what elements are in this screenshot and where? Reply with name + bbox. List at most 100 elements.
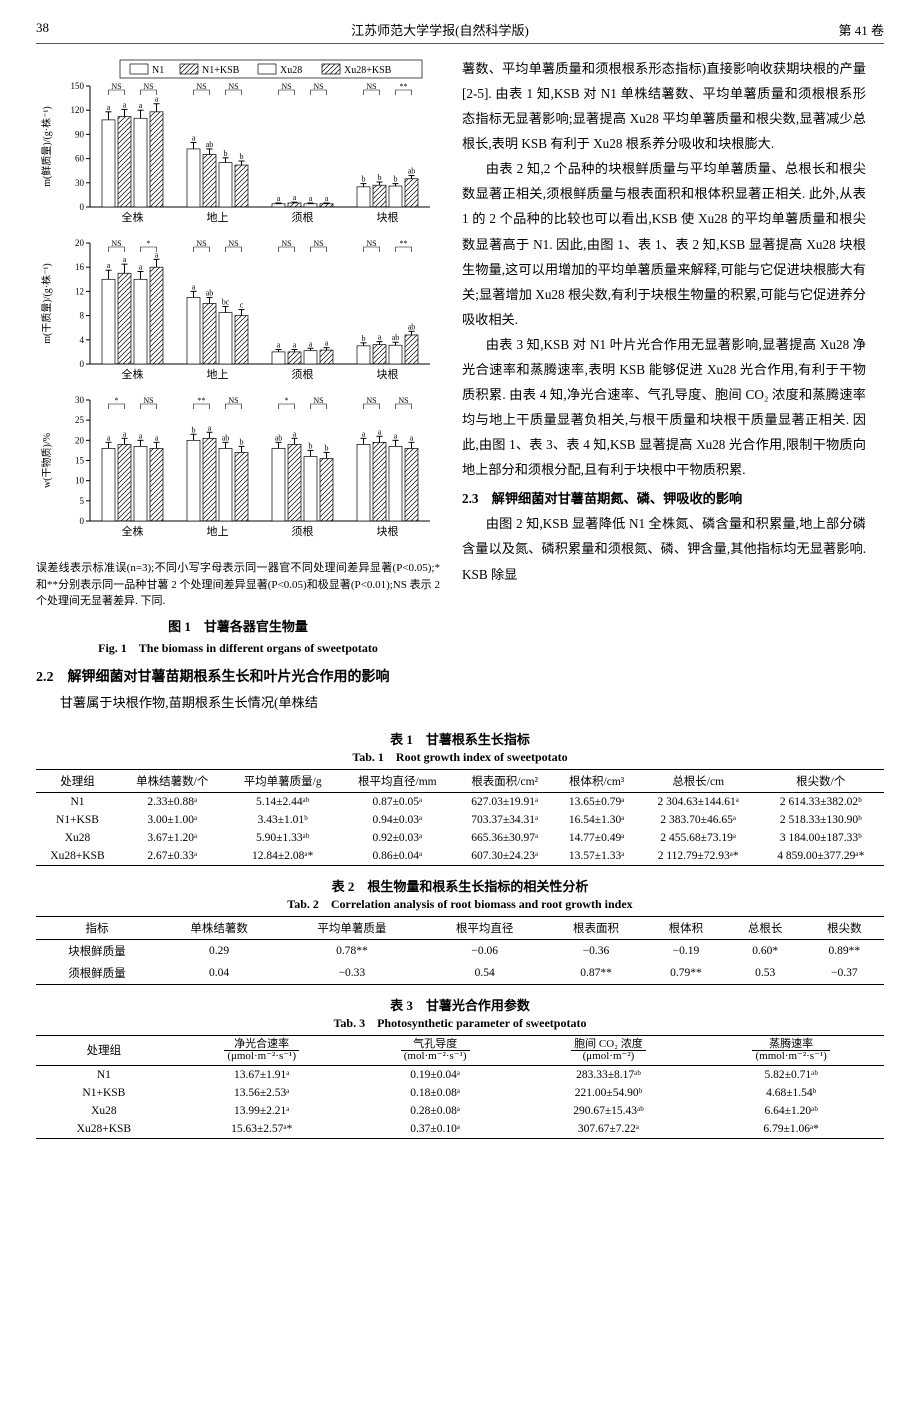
svg-text:全株: 全株	[122, 210, 144, 224]
table-cell: 2 112.79±72.93ᵃ*	[639, 847, 758, 866]
right-column: 薯数、平均单薯质量和须根根系形态指标)直接影响收获期块根的产量[2-5]. 由表…	[462, 56, 866, 715]
table-cell: −0.06	[424, 939, 546, 962]
svg-text:NS: NS	[228, 396, 238, 405]
table-1: 表 1 甘薯根系生长指标 Tab. 1 Root growth index of…	[36, 729, 884, 866]
svg-text:全株: 全株	[122, 367, 144, 381]
svg-text:a: a	[192, 282, 196, 291]
table-1-data: 处理组单株结薯数/个平均单薯质量/g根平均直径/mm根表面积/cm²根体积/cm…	[36, 769, 884, 866]
table-3-caption-cn: 表 3 甘薯光合作用参数	[36, 995, 884, 1014]
table-cell: 283.33±8.17ᵃᵇ	[519, 1065, 699, 1084]
svg-text:60: 60	[75, 154, 85, 164]
table-cell: 607.30±24.23ᵃ	[455, 847, 555, 866]
table-cell: Xu28+KSB	[36, 1120, 172, 1139]
svg-text:NS: NS	[281, 82, 291, 91]
svg-text:b: b	[240, 152, 244, 161]
table-row: N12.33±0.88ᵃ5.14±2.44ᵃᵇ0.87±0.05ᵃ627.03±…	[36, 792, 884, 811]
table-cell: 4 859.00±377.29ᵃ*	[758, 847, 884, 866]
table-header-cell: 平均单薯质量/g	[226, 769, 340, 792]
table-cell: 290.67±15.43ᵃᵇ	[519, 1102, 699, 1120]
svg-text:须根: 须根	[292, 524, 314, 538]
svg-text:须根: 须根	[292, 367, 314, 381]
table-cell: 0.78**	[280, 939, 424, 962]
table-cell: 0.86±0.04ᵃ	[340, 847, 455, 866]
svg-text:0: 0	[80, 516, 85, 526]
table-cell: 6.79±1.06ᵃ*	[698, 1120, 884, 1139]
svg-text:20: 20	[75, 435, 85, 445]
svg-text:NS: NS	[281, 239, 291, 248]
table-3: 表 3 甘薯光合作用参数 Tab. 3 Photosynthetic param…	[36, 995, 884, 1139]
svg-text:NS: NS	[196, 239, 206, 248]
table-cell: 6.64±1.20ᵃᵇ	[698, 1102, 884, 1120]
svg-text:地上: 地上	[207, 525, 229, 538]
svg-text:NS: NS	[111, 239, 121, 248]
table-cell: 4.68±1.54ᵇ	[698, 1084, 884, 1102]
table-cell: 2 518.33±130.90ᵇ	[758, 811, 884, 829]
svg-text:a: a	[378, 427, 382, 436]
table-row: Xu28+KSB2.67±0.33ᵃ12.84±2.08ᵃ*0.86±0.04ᵃ…	[36, 847, 884, 866]
table-cell: 14.77±0.49ᵃ	[554, 829, 638, 847]
svg-text:20: 20	[75, 238, 85, 248]
table-cell: 2 614.33±382.02ᵇ	[758, 792, 884, 811]
table-cell: 2 304.63±144.61ᵃ	[639, 792, 758, 811]
svg-text:N1: N1	[152, 65, 164, 76]
figure-1-caption-cn: 图 1 甘薯各器官生物量	[36, 616, 440, 635]
svg-text:10: 10	[75, 476, 85, 486]
svg-text:a: a	[293, 429, 297, 438]
figure-1-chart: N1N1+KSBXu28Xu28+KSB0306090120150m(鲜质量)/…	[36, 56, 440, 556]
svg-text:NS: NS	[366, 239, 376, 248]
svg-text:m(鲜质量)/(g·株⁻¹): m(鲜质量)/(g·株⁻¹)	[40, 106, 53, 186]
svg-text:a: a	[394, 431, 398, 440]
table-cell: N1	[36, 1065, 172, 1084]
table-header-cell: 根尖数	[805, 916, 884, 939]
table-cell: 0.87**	[546, 962, 647, 985]
table-header-cell: 指标	[36, 916, 158, 939]
table-cell: 627.03±19.91ᵃ	[455, 792, 555, 811]
svg-text:12: 12	[75, 286, 84, 296]
table-cell: 221.00±54.90ᵇ	[519, 1084, 699, 1102]
table-header-cell: 根平均直径/mm	[340, 769, 455, 792]
table-3-data: 处理组净光合速率(μmol·m⁻²·s⁻¹)气孔导度(mol·m⁻²·s⁻¹)胞…	[36, 1035, 884, 1139]
right-para-23: 由图 2 知,KSB 显著降低 N1 全株氮、磷含量和积累量,地上部分磷含量以及…	[462, 511, 866, 586]
figure-1-caption-en: Fig. 1 The biomass in different organs o…	[36, 639, 440, 656]
table-cell: 307.67±7.22ᵃ	[519, 1120, 699, 1139]
svg-text:b: b	[378, 173, 382, 182]
svg-text:块根: 块根	[377, 367, 399, 381]
svg-text:a: a	[155, 433, 159, 442]
svg-text:b: b	[362, 334, 366, 343]
svg-text:ab: ab	[408, 167, 416, 176]
table-cell: N1+KSB	[36, 1084, 172, 1102]
table-row: Xu283.67±1.20ᵃ5.90±1.33ᵃᵇ0.92±0.03ᵃ665.3…	[36, 829, 884, 847]
table-cell: 13.67±1.91ᵃ	[172, 1065, 352, 1084]
table-header-cell: 根表面积	[546, 916, 647, 939]
svg-text:w(干物质)/%: w(干物质)/%	[40, 433, 53, 488]
svg-text:N1+KSB: N1+KSB	[202, 65, 240, 76]
svg-text:b: b	[240, 437, 244, 446]
table-row: N1+KSB3.00±1.00ᵃ3.43±1.01ᵇ0.94±0.03ᵃ703.…	[36, 811, 884, 829]
figure-1-note: 误差线表示标准误(n=3);不同小写字母表示同一器官不同处理间差异显著(P<0.…	[36, 560, 440, 610]
table-cell: Xu28+KSB	[36, 847, 119, 866]
table-cell: −0.19	[646, 939, 725, 962]
svg-text:a: a	[325, 339, 329, 348]
svg-text:90: 90	[75, 129, 85, 139]
table-cell: 3.67±1.20ᵃ	[119, 829, 226, 847]
table-2-data: 指标单株结薯数平均单薯质量根平均直径根表面积根体积总根长根尖数块根鲜质量0.29…	[36, 916, 884, 985]
svg-text:块根: 块根	[377, 210, 399, 224]
table-cell: Xu28	[36, 829, 119, 847]
table-cell: 13.65±0.79ᵃ	[554, 792, 638, 811]
table-cell: 5.14±2.44ᵃᵇ	[226, 792, 340, 811]
svg-text:0: 0	[80, 359, 85, 369]
table-header-cell: 净光合速率(μmol·m⁻²·s⁻¹)	[172, 1035, 352, 1065]
svg-text:a: a	[208, 423, 212, 432]
page-header: 38 江苏师范大学学报(自然科学版) 第 41 卷	[36, 20, 884, 44]
table-header-cell: 平均单薯质量	[280, 916, 424, 939]
svg-text:a: a	[293, 193, 297, 202]
svg-text:**: **	[400, 239, 408, 248]
svg-text:NS: NS	[228, 239, 238, 248]
table-cell: 15.63±2.57ᵃ*	[172, 1120, 352, 1139]
table-header-cell: 处理组	[36, 1035, 172, 1065]
svg-text:全株: 全株	[122, 524, 144, 538]
table-cell: 0.87±0.05ᵃ	[340, 792, 455, 811]
table-row: 须根鲜质量0.04−0.330.540.87**0.79**0.53−0.37	[36, 962, 884, 985]
table-cell: Xu28	[36, 1102, 172, 1120]
table-1-caption-cn: 表 1 甘薯根系生长指标	[36, 729, 884, 748]
